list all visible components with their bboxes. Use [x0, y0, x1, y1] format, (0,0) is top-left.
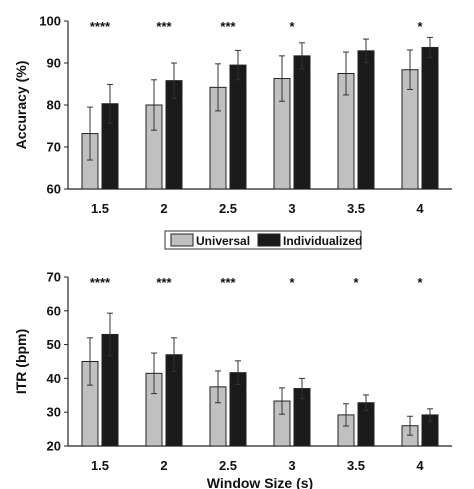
significance-marker: *** [156, 19, 172, 34]
legend-swatch-individualized [257, 233, 281, 247]
y-tick-label: 40 [47, 371, 61, 386]
legend-swatch-universal [170, 233, 194, 247]
x-tick-label: 2.5 [219, 201, 237, 216]
y-tick-label: 70 [47, 140, 61, 155]
legend-label-universal: Universal [196, 234, 250, 248]
bar-individualized [293, 55, 311, 190]
significance-marker: *** [220, 19, 236, 34]
x-tick-label: 3 [288, 201, 295, 216]
x-tick-label: 1.5 [91, 201, 109, 216]
x-tick-label: 4 [416, 201, 424, 216]
significance-marker: * [353, 275, 359, 290]
significance-marker: **** [90, 19, 111, 34]
significance-marker: * [289, 19, 295, 34]
x-tick-label: 2 [160, 201, 167, 216]
x-tick-label: 3.5 [347, 201, 365, 216]
x-tick-label: 2 [160, 458, 167, 473]
x-tick-label: 2.5 [219, 458, 237, 473]
legend-label-individualized: Individualized [283, 234, 362, 248]
x-tick-label: 4 [416, 458, 424, 473]
bar-individualized [229, 64, 247, 190]
significance-marker: * [417, 275, 423, 290]
y-tick-label: 70 [47, 270, 61, 285]
legend: Universal Individualized [164, 230, 362, 250]
significance-marker: *** [220, 275, 236, 290]
y-tick-label: 30 [47, 405, 61, 420]
bar-individualized [357, 50, 375, 190]
y-axis-label: ITR (bpm) [13, 329, 29, 394]
y-tick-label: 100 [39, 14, 61, 29]
significance-marker: *** [156, 275, 172, 290]
significance-marker: **** [90, 275, 111, 290]
y-tick-label: 60 [47, 182, 61, 197]
x-tick-label: 3 [288, 458, 295, 473]
y-tick-label: 60 [47, 303, 61, 318]
x-tick-label: 3.5 [347, 458, 365, 473]
y-tick-label: 20 [47, 439, 61, 454]
significance-marker: * [417, 19, 423, 34]
y-tick-label: 50 [47, 337, 61, 352]
bar-individualized [421, 46, 439, 190]
y-tick-label: 90 [47, 56, 61, 71]
y-axis-label: Accuracy (%) [13, 61, 29, 150]
x-axis-label: Window Size (s) [207, 475, 313, 489]
y-tick-label: 80 [47, 98, 61, 113]
x-tick-label: 1.5 [91, 458, 109, 473]
itr-chart: 20 30 40 50 60 70 ITR (bpm) Window Size (s) 1.5 *… [13, 270, 452, 489]
significance-marker: * [289, 275, 295, 290]
